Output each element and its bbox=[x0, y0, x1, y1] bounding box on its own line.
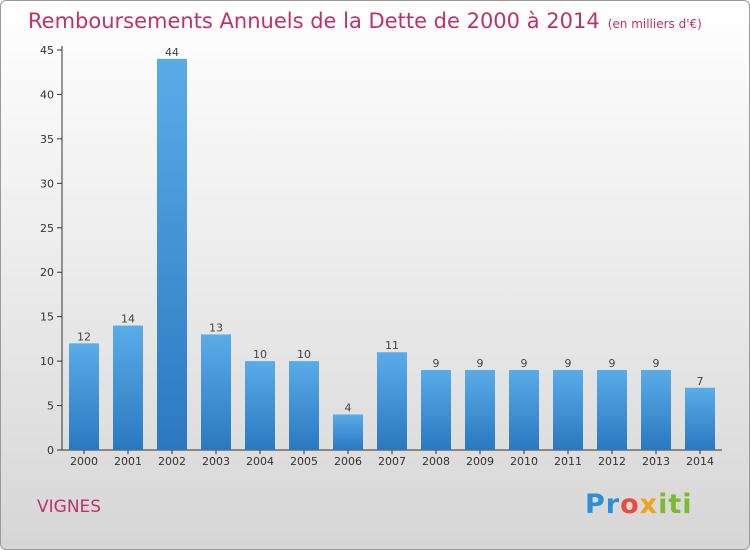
bar-value-label: 10 bbox=[297, 348, 311, 361]
bar-value-label: 9 bbox=[609, 357, 616, 370]
bar-value-label: 9 bbox=[653, 357, 660, 370]
x-tick-label: 2014 bbox=[686, 455, 714, 468]
y-tick-label: 35 bbox=[40, 133, 54, 146]
bar-value-label: 13 bbox=[209, 321, 223, 334]
y-tick-label: 30 bbox=[40, 177, 54, 190]
y-tick-label: 15 bbox=[40, 311, 54, 324]
x-tick-label: 2001 bbox=[114, 455, 142, 468]
bar-2012 bbox=[597, 370, 627, 450]
bar-value-label: 11 bbox=[385, 339, 399, 352]
chart-title: Remboursements Annuels de la Dette de 20… bbox=[28, 9, 702, 33]
y-tick-label: 0 bbox=[47, 444, 54, 457]
bar-2007 bbox=[377, 352, 407, 450]
bar-2013 bbox=[641, 370, 671, 450]
bar-2014 bbox=[685, 387, 715, 450]
bar-2001 bbox=[113, 325, 143, 450]
bar-value-label: 10 bbox=[253, 348, 267, 361]
bar-value-label: 9 bbox=[433, 357, 440, 370]
bar-value-label: 9 bbox=[521, 357, 528, 370]
bar-2008 bbox=[421, 370, 451, 450]
bar-2009 bbox=[465, 370, 495, 450]
y-tick-label: 20 bbox=[40, 266, 54, 279]
x-tick-label: 2003 bbox=[202, 455, 230, 468]
x-tick-label: 2005 bbox=[290, 455, 318, 468]
x-tick-label: 2000 bbox=[70, 455, 98, 468]
y-tick-label: 25 bbox=[40, 222, 54, 235]
x-tick-label: 2008 bbox=[422, 455, 450, 468]
y-tick-label: 10 bbox=[40, 355, 54, 368]
x-tick-label: 2010 bbox=[510, 455, 538, 468]
bar-value-label: 14 bbox=[121, 313, 135, 326]
chart-bars: 12 14 44 13 10 10 4 11 9 9 9 9 9 9 7 bbox=[69, 46, 715, 451]
bar-2000 bbox=[69, 343, 99, 450]
x-tick-label: 2007 bbox=[378, 455, 406, 468]
bar-2002 bbox=[157, 58, 187, 451]
x-tick-label: 2002 bbox=[158, 455, 186, 468]
bar-value-label: 9 bbox=[477, 357, 484, 370]
chart-subtitle: (en milliers d'€) bbox=[607, 17, 702, 31]
commune-name: VIGNES bbox=[37, 497, 102, 517]
bar-2005 bbox=[289, 361, 319, 450]
y-tick-label: 40 bbox=[40, 88, 54, 101]
bar-2006 bbox=[333, 414, 363, 450]
chart-title-text: Remboursements Annuels de la Dette de 20… bbox=[28, 9, 600, 33]
proxiti-logo: Proxiti bbox=[585, 489, 693, 520]
bar-2010 bbox=[509, 370, 539, 450]
x-tick-label: 2009 bbox=[466, 455, 494, 468]
bar-value-label: 12 bbox=[77, 330, 91, 343]
bar-2004 bbox=[245, 361, 275, 450]
x-tick-label: 2011 bbox=[554, 455, 582, 468]
x-tick-label: 2004 bbox=[246, 455, 274, 468]
bar-value-label: 4 bbox=[345, 401, 352, 414]
y-tick-label: 5 bbox=[47, 400, 54, 413]
bar-2011 bbox=[553, 370, 583, 450]
x-tick-label: 2006 bbox=[334, 455, 362, 468]
bar-value-label: 9 bbox=[565, 357, 572, 370]
y-tick-label: 45 bbox=[40, 44, 54, 57]
bar-2003 bbox=[201, 334, 231, 450]
x-tick-label: 2013 bbox=[642, 455, 670, 468]
bar-value-label: 44 bbox=[165, 46, 179, 59]
x-tick-label: 2012 bbox=[598, 455, 626, 468]
bar-value-label: 7 bbox=[697, 375, 704, 388]
